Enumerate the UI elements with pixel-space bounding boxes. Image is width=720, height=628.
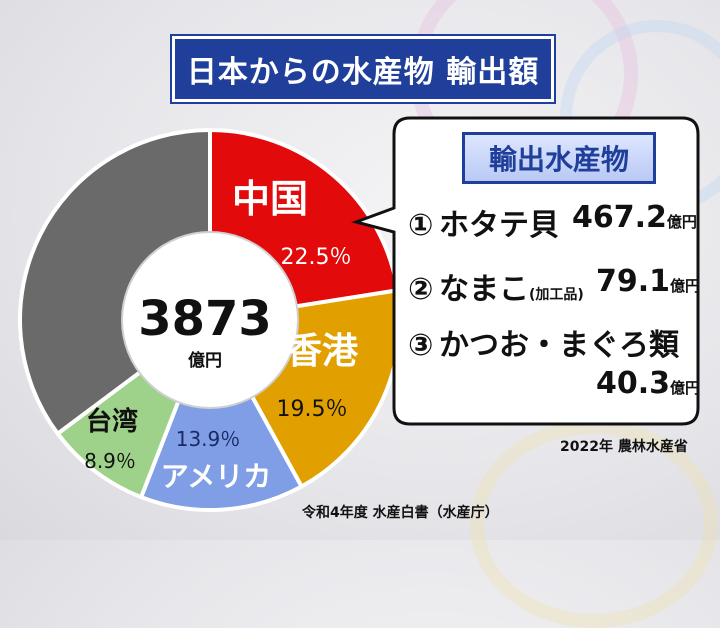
callout-item-2-value: 79.1億円 (596, 264, 700, 299)
slice-label-hongkong: 香港 (286, 331, 359, 372)
slice-value-hongkong: 19.5％ (277, 397, 348, 422)
slice-other (18, 127, 212, 437)
callout-item-3-value: 40.3億円 (596, 366, 700, 401)
chart-source: 令和4年度 水産白書（水産庁） (302, 505, 499, 521)
callout-bubble (351, 116, 700, 426)
page-title: 日本からの水産物 輸出額 (172, 36, 554, 102)
callout-item-2: ② なまこ(加工品) (408, 264, 584, 308)
item-note: (加工品) (528, 287, 584, 303)
callout-item-1: ① ホタテ貝 (408, 200, 559, 244)
item-name: かつお・まぐろ類 (438, 328, 679, 363)
item-value: 40.3 (596, 366, 671, 401)
slice-label-usa: アメリカ (161, 460, 272, 493)
item-rank: ③ (408, 328, 434, 363)
item-unit: 億円 (670, 277, 701, 295)
item-unit: 億円 (670, 379, 701, 397)
total-unit: 億円 (188, 350, 222, 371)
item-name: なまこ (438, 272, 529, 307)
item-name: ホタテ貝 (438, 208, 559, 243)
slice-value-usa: 13.9％ (176, 427, 241, 451)
callout-source: 2022年 農林水産省 (560, 439, 688, 455)
callout-title: 輸出水産物 (462, 132, 656, 184)
item-unit: 億円 (666, 213, 697, 231)
slice-label-china: 中国 (232, 177, 308, 221)
slice-value-china: 22.5％ (281, 245, 352, 270)
item-rank: ① (408, 208, 434, 243)
callout-item-3: ③ かつお・まぐろ類 (408, 320, 679, 364)
total-value: 3873 (138, 291, 272, 347)
slice-value-taiwan: 8.9％ (84, 449, 136, 473)
item-value: 467.2 (572, 200, 667, 235)
pie-center-hole (121, 231, 299, 409)
slice-label-taiwan: 台湾 (86, 406, 138, 437)
item-rank: ② (408, 272, 434, 307)
callout-item-1-value: 467.2億円 (572, 200, 697, 235)
item-value: 79.1 (596, 264, 671, 299)
slice-usa (138, 315, 305, 512)
pie-chart: 3873 億円 中国 22.5％ 香港 19.5％ 13.9％ アメリカ 台湾 … (18, 116, 700, 512)
